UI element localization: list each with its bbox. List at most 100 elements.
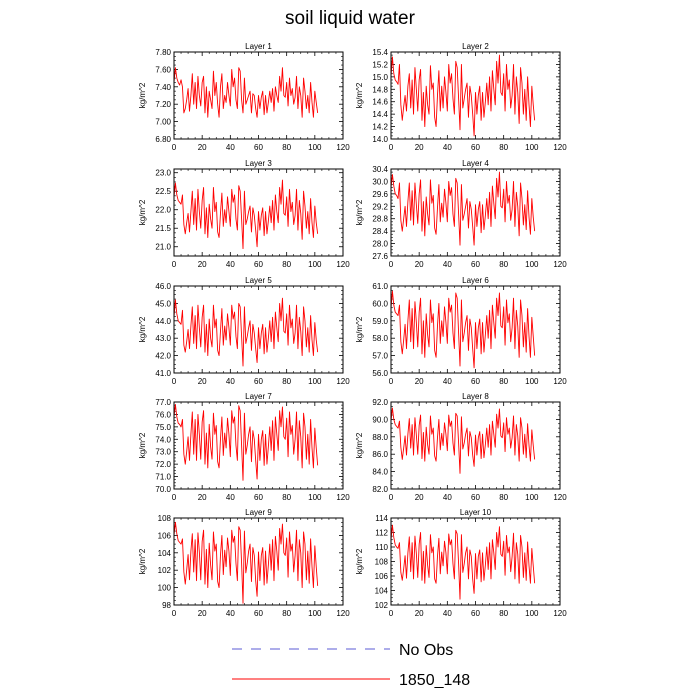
y-tick-label: 30.0 (372, 177, 388, 186)
y-tick-label: 98 (162, 601, 171, 610)
series-line-1850-148 (390, 171, 536, 246)
x-tick-label: 20 (198, 493, 207, 502)
y-tick-label: 88.0 (372, 433, 388, 442)
legend-label: No Obs (399, 642, 453, 659)
y-axis-label: kg/m^2 (355, 548, 364, 574)
panel-frame (173, 168, 344, 257)
panel-frame (173, 517, 344, 606)
panel-title: Layer 2 (462, 42, 489, 51)
y-tick-label: 7.00 (155, 118, 171, 127)
panel-title: Layer 5 (245, 276, 272, 285)
series-line-1850-148 (173, 179, 319, 250)
x-tick-label: 0 (172, 143, 177, 152)
y-tick-label: 42.0 (155, 352, 171, 361)
x-tick-label: 100 (525, 260, 539, 269)
y-axis-label: kg/m^2 (138, 316, 147, 342)
y-tick-label: 86.0 (372, 450, 388, 459)
y-tick-label: 102 (158, 566, 172, 575)
x-tick-label: 60 (471, 493, 480, 502)
series-line-1850-148 (390, 54, 536, 137)
y-tick-label: 21.5 (155, 224, 171, 233)
series-line-1850-148 (173, 297, 319, 367)
y-tick-label: 14.4 (372, 110, 388, 119)
x-tick-label: 80 (499, 609, 508, 618)
y-tick-label: 15.0 (372, 73, 388, 82)
y-tick-label: 70.0 (155, 485, 171, 494)
y-tick-label: 30.4 (372, 165, 388, 174)
series-line-1850-148 (173, 521, 319, 604)
panel-title: Layer 9 (245, 508, 272, 517)
panel-8: Layer 8 0 20 40 60 80 100 120 82.0 84.0 86.0 88.0 90… (355, 392, 567, 502)
y-tick-label: 14.0 (372, 135, 388, 144)
y-tick-label: 76.0 (155, 410, 171, 419)
x-tick-label: 120 (336, 260, 350, 269)
y-tick-label: 102 (375, 601, 389, 610)
y-tick-label: 108 (158, 514, 172, 523)
x-tick-label: 80 (282, 609, 291, 618)
panel-title: Layer 1 (245, 42, 272, 51)
x-tick-label: 100 (525, 377, 539, 386)
x-tick-label: 40 (226, 143, 235, 152)
y-tick-label: 43.0 (155, 334, 171, 343)
x-tick-label: 20 (415, 609, 424, 618)
panel-frame (173, 51, 344, 140)
x-tick-label: 120 (553, 493, 567, 502)
panel-5: Layer 5 0 20 40 60 80 100 120 41.0 42.0 43.0 44.0 45… (138, 276, 350, 386)
y-tick-label: 71.0 (155, 473, 171, 482)
x-tick-label: 20 (415, 143, 424, 152)
x-tick-label: 40 (226, 493, 235, 502)
y-tick-label: 14.8 (372, 85, 388, 94)
panel-9: Layer 9 0 20 40 60 80 100 120 98 100 102 104 106 108 k… (138, 508, 350, 618)
y-tick-label: 41.0 (155, 369, 171, 378)
y-tick-label: 60.0 (372, 299, 388, 308)
y-axis-label: kg/m^2 (138, 82, 147, 108)
y-tick-label: 6.80 (155, 135, 171, 144)
legend-label: 1850_148 (399, 672, 470, 689)
x-tick-label: 120 (553, 143, 567, 152)
x-tick-label: 40 (226, 609, 235, 618)
y-tick-label: 29.2 (372, 202, 388, 211)
x-tick-label: 60 (254, 377, 263, 386)
y-axis-label: kg/m^2 (355, 82, 364, 108)
y-axis-label: kg/m^2 (138, 548, 147, 574)
y-axis-label: kg/m^2 (138, 199, 147, 225)
x-tick-label: 40 (443, 377, 452, 386)
y-tick-label: 45.0 (155, 299, 171, 308)
panel-frame (390, 285, 561, 374)
x-tick-label: 80 (499, 260, 508, 269)
x-tick-label: 120 (553, 609, 567, 618)
y-tick-label: 114 (375, 514, 388, 523)
x-tick-label: 60 (471, 609, 480, 618)
series-line-1850-148 (390, 407, 536, 474)
x-tick-label: 60 (471, 377, 480, 386)
y-tick-label: 7.20 (155, 100, 171, 109)
y-tick-label: 61.0 (372, 282, 388, 291)
x-tick-label: 0 (389, 260, 394, 269)
x-tick-label: 100 (525, 493, 539, 502)
panel-frame (390, 51, 561, 140)
y-tick-label: 92.0 (372, 398, 388, 407)
x-tick-label: 120 (553, 377, 567, 386)
y-axis-label: kg/m^2 (138, 432, 147, 458)
series-line-1850-148 (390, 290, 536, 369)
y-tick-label: 28.8 (372, 215, 388, 224)
x-tick-label: 20 (415, 377, 424, 386)
x-tick-label: 40 (226, 377, 235, 386)
y-tick-label: 7.60 (155, 65, 171, 74)
x-tick-label: 60 (254, 609, 263, 618)
panel-1: Layer 1 0 20 40 60 80 100 120 6.80 7.00 7.20 7.40 7.… (138, 42, 350, 152)
panel-frame (390, 517, 561, 606)
x-tick-label: 100 (308, 260, 322, 269)
x-tick-label: 20 (198, 377, 207, 386)
y-axis-label: kg/m^2 (355, 199, 364, 225)
x-tick-label: 80 (499, 143, 508, 152)
series-line-1850-148 (390, 524, 536, 600)
y-tick-label: 15.2 (372, 60, 388, 69)
panel-3: Layer 3 0 20 40 60 80 100 120 21.0 21.5 22.0 22.5 23… (138, 159, 350, 269)
x-tick-label: 20 (198, 260, 207, 269)
y-tick-label: 72.0 (155, 460, 171, 469)
y-tick-label: 106 (158, 531, 172, 540)
x-tick-label: 100 (308, 609, 322, 618)
x-tick-label: 60 (471, 260, 480, 269)
y-tick-label: 74.0 (155, 435, 171, 444)
